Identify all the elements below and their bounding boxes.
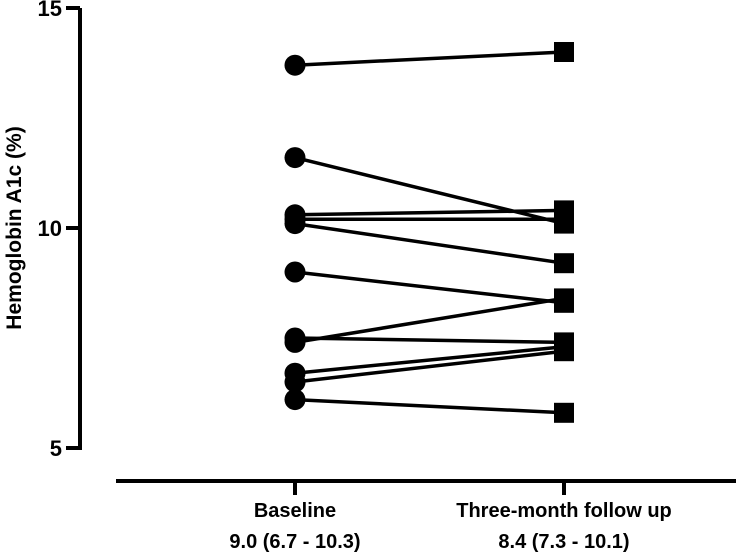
- baseline-point-marker: [284, 331, 306, 353]
- followup-point-marker: [554, 209, 574, 230]
- series-line: [294, 208, 565, 217]
- series-line: [294, 296, 565, 345]
- followup-point-marker: [554, 341, 574, 362]
- series-line: [294, 270, 565, 305]
- series-line: [294, 397, 565, 415]
- followup-point-marker: [554, 253, 574, 274]
- series-line: [294, 345, 565, 375]
- followup-point-marker: [554, 42, 574, 62]
- x-category-label: Baseline: [254, 500, 336, 522]
- x-category-sublabel: 8.4 (7.3 - 10.1): [498, 531, 629, 553]
- series-line: [294, 336, 565, 345]
- y-axis-title: Hemoglobin A1c (%): [3, 126, 26, 329]
- y-tick-label: 5: [50, 436, 62, 461]
- y-tick-label: 15: [38, 0, 62, 21]
- baseline-point-marker: [284, 147, 306, 169]
- series-line: [294, 221, 565, 265]
- baseline-point-marker: [284, 54, 306, 76]
- series-line: [294, 349, 565, 384]
- baseline-point-marker: [284, 213, 306, 235]
- x-category-sublabel: 9.0 (6.7 - 10.3): [229, 531, 360, 553]
- y-axis-ticks: 5 10 15: [38, 0, 80, 461]
- series-line: [294, 50, 565, 67]
- series-markers: [284, 42, 574, 423]
- followup-point-marker: [554, 288, 574, 309]
- followup-point-marker: [554, 402, 574, 423]
- series-lines: [294, 50, 565, 415]
- baseline-point-marker: [284, 261, 306, 283]
- x-axis-ticks: Baseline 9.0 (6.7 - 10.3) Three-month foll…: [229, 481, 672, 553]
- y-tick-label: 10: [38, 216, 62, 241]
- x-category-label: Three-month follow up: [456, 500, 672, 522]
- baseline-point-marker: [284, 371, 306, 393]
- baseline-point-marker: [284, 389, 306, 411]
